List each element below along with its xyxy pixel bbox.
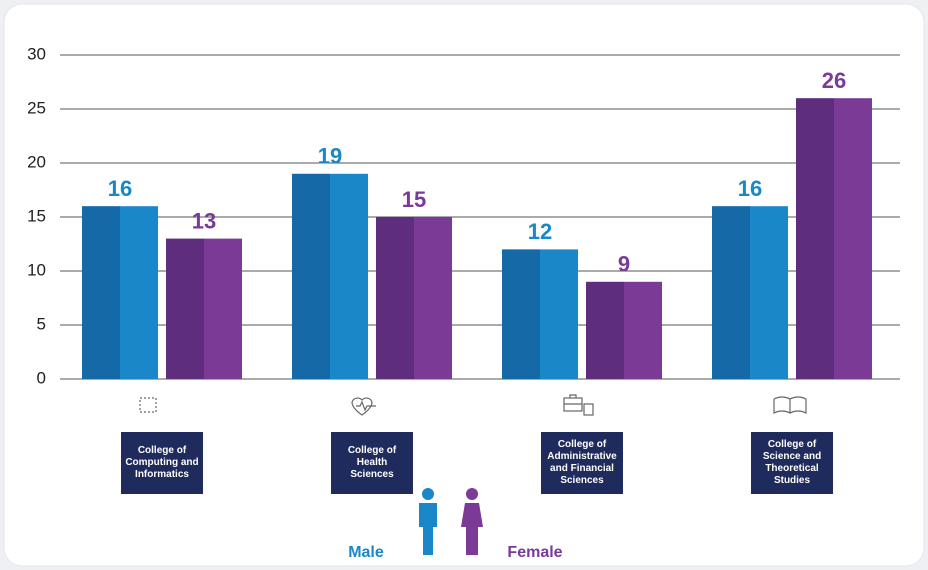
y-tick-label: 25 xyxy=(27,98,46,117)
y-tick-label: 10 xyxy=(27,260,46,279)
category-label: College of Science and Theoretical Studi… xyxy=(751,432,833,494)
data-label: 19 xyxy=(318,144,342,169)
icons xyxy=(139,394,807,416)
data-label: 15 xyxy=(402,187,426,212)
bar-shade xyxy=(502,249,540,379)
bar-shade xyxy=(796,98,834,379)
bar xyxy=(712,206,788,379)
data-label: 26 xyxy=(822,68,846,93)
legend-label: Male xyxy=(348,544,384,561)
bar xyxy=(82,206,158,379)
data-label: 16 xyxy=(738,176,762,201)
y-tick-label: 5 xyxy=(37,314,46,333)
data-label: 13 xyxy=(192,208,216,233)
data-label: 12 xyxy=(528,219,552,244)
category-label: College of Health Sciences xyxy=(331,432,413,494)
data-label: 16 xyxy=(108,176,132,201)
bar-shade xyxy=(292,173,330,379)
bar-shade xyxy=(376,217,414,379)
bar xyxy=(796,98,872,379)
bar-shade xyxy=(166,238,204,379)
y-tick-label: 20 xyxy=(27,152,46,171)
data-label: 9 xyxy=(618,252,630,277)
y-tick-label: 0 xyxy=(37,368,46,387)
bar-shade xyxy=(82,206,120,379)
bar-shade xyxy=(712,206,750,379)
category-label: College of Administrative and Financial … xyxy=(541,432,623,494)
legend-label: Female xyxy=(507,544,562,561)
legend-icons xyxy=(419,488,483,555)
card xyxy=(3,3,925,567)
bar-shade xyxy=(586,281,624,379)
bar xyxy=(586,281,662,379)
bar xyxy=(166,238,242,379)
y-tick-label: 30 xyxy=(27,44,46,63)
bar xyxy=(502,249,578,379)
bar xyxy=(376,217,452,379)
category-label: College of Computing and Informatics xyxy=(121,432,203,494)
bar xyxy=(292,173,368,379)
y-tick-label: 15 xyxy=(27,206,46,225)
